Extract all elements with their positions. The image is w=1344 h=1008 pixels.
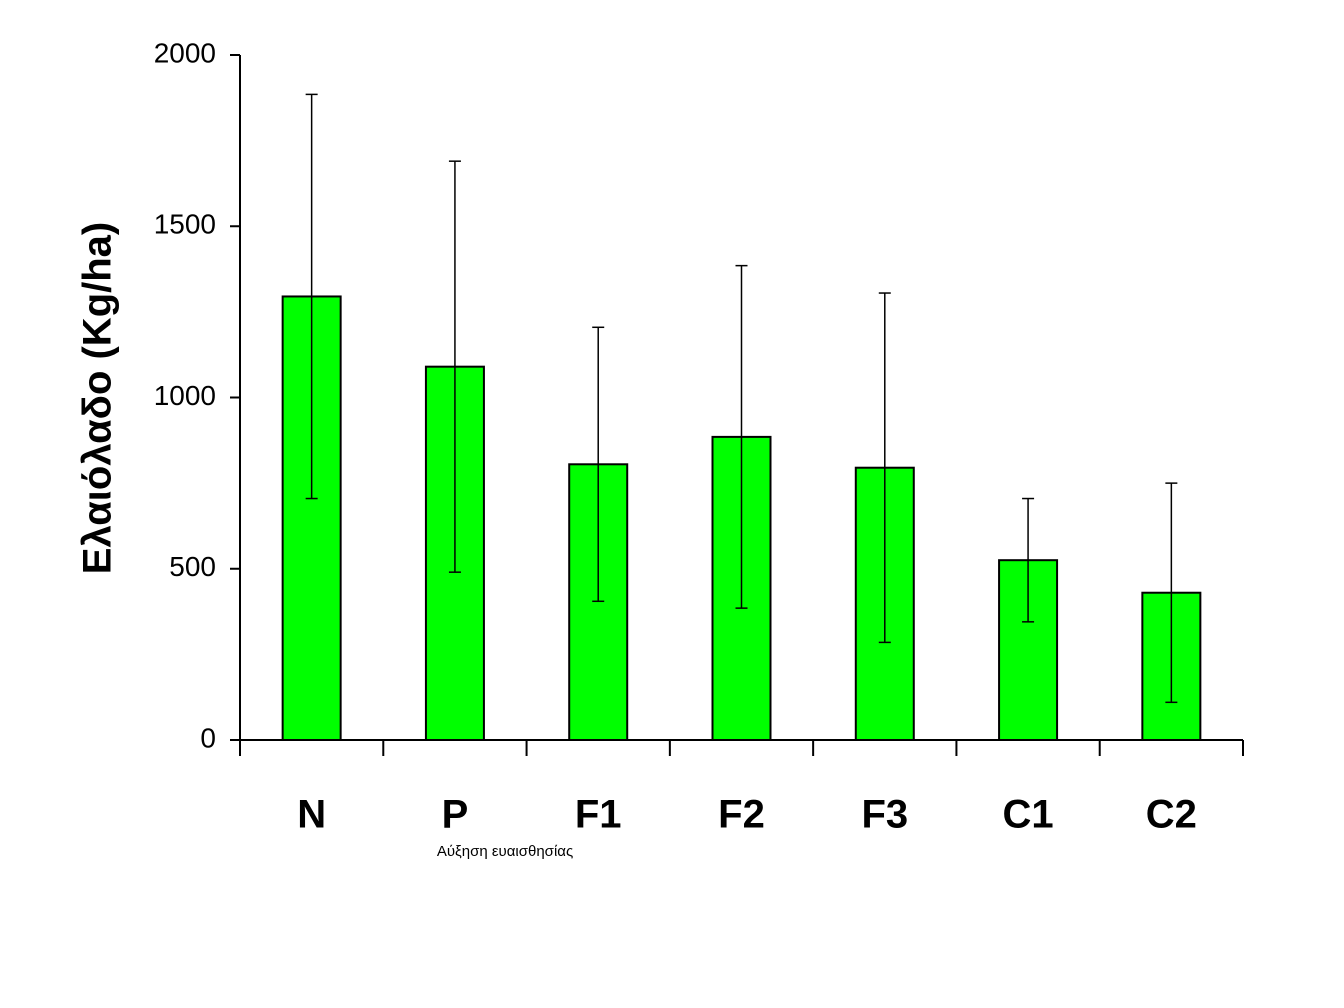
error-bar — [1022, 497, 1035, 623]
x-tick-label: F1 — [575, 793, 622, 837]
error-bar — [305, 93, 318, 500]
y-tick-label: 2000 — [154, 37, 216, 68]
error-bar — [448, 160, 461, 573]
y-tick-label: 0 — [200, 722, 216, 753]
x-tick-label: F3 — [861, 793, 908, 837]
annotation: Αύξηση ευαισθησίας — [437, 843, 573, 860]
x-tick-label: N — [297, 793, 326, 837]
y-tick-label: 500 — [169, 551, 216, 582]
error-bar — [878, 292, 891, 644]
x-tick-label: F2 — [718, 793, 765, 837]
error-bar — [592, 326, 605, 603]
y-tick-label: 1000 — [154, 380, 216, 411]
x-tick-label: C2 — [1146, 793, 1197, 837]
y-tick-label: 1500 — [154, 209, 216, 240]
error-bar — [735, 264, 748, 609]
x-tick-label: C1 — [1003, 793, 1054, 837]
error-bar — [1165, 482, 1178, 704]
x-tick-label: P — [442, 793, 469, 837]
y-axis-label: Ελαιόλαδο (Kg/ha) — [76, 222, 120, 574]
